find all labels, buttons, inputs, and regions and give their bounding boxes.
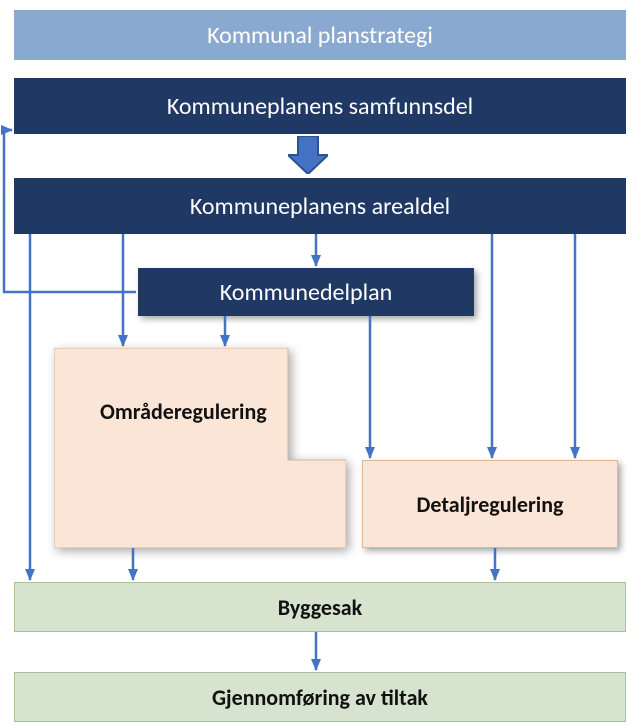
node-label: Kommunedelplan: [220, 278, 392, 307]
node-kommunedelplan: Kommunedelplan: [138, 268, 474, 316]
node-label: Kommuneplanens arealdel: [190, 192, 450, 221]
node-omradereg-label: Områderegulering: [100, 398, 267, 425]
node-label: Detaljregulering: [417, 491, 564, 518]
node-arealdel: Kommuneplanens arealdel: [14, 178, 626, 234]
node-omradereg: [54, 348, 346, 548]
node-label: Kommuneplanens samfunnsdel: [167, 92, 473, 121]
node-samfunnsdel: Kommuneplanens samfunnsdel: [14, 78, 626, 134]
node-label: Gjennomføring av tiltak: [212, 684, 428, 711]
node-planstrategi: Kommunal planstrategi: [14, 10, 626, 60]
node-label: Byggesak: [278, 594, 362, 621]
node-label: Kommunal planstrategi: [207, 21, 433, 50]
block-arrow-down-icon: [288, 136, 328, 174]
node-byggesak: Byggesak: [14, 582, 626, 632]
node-gjennomforing: Gjennomføring av tiltak: [14, 672, 626, 722]
node-detaljreg: Detaljregulering: [362, 460, 618, 548]
